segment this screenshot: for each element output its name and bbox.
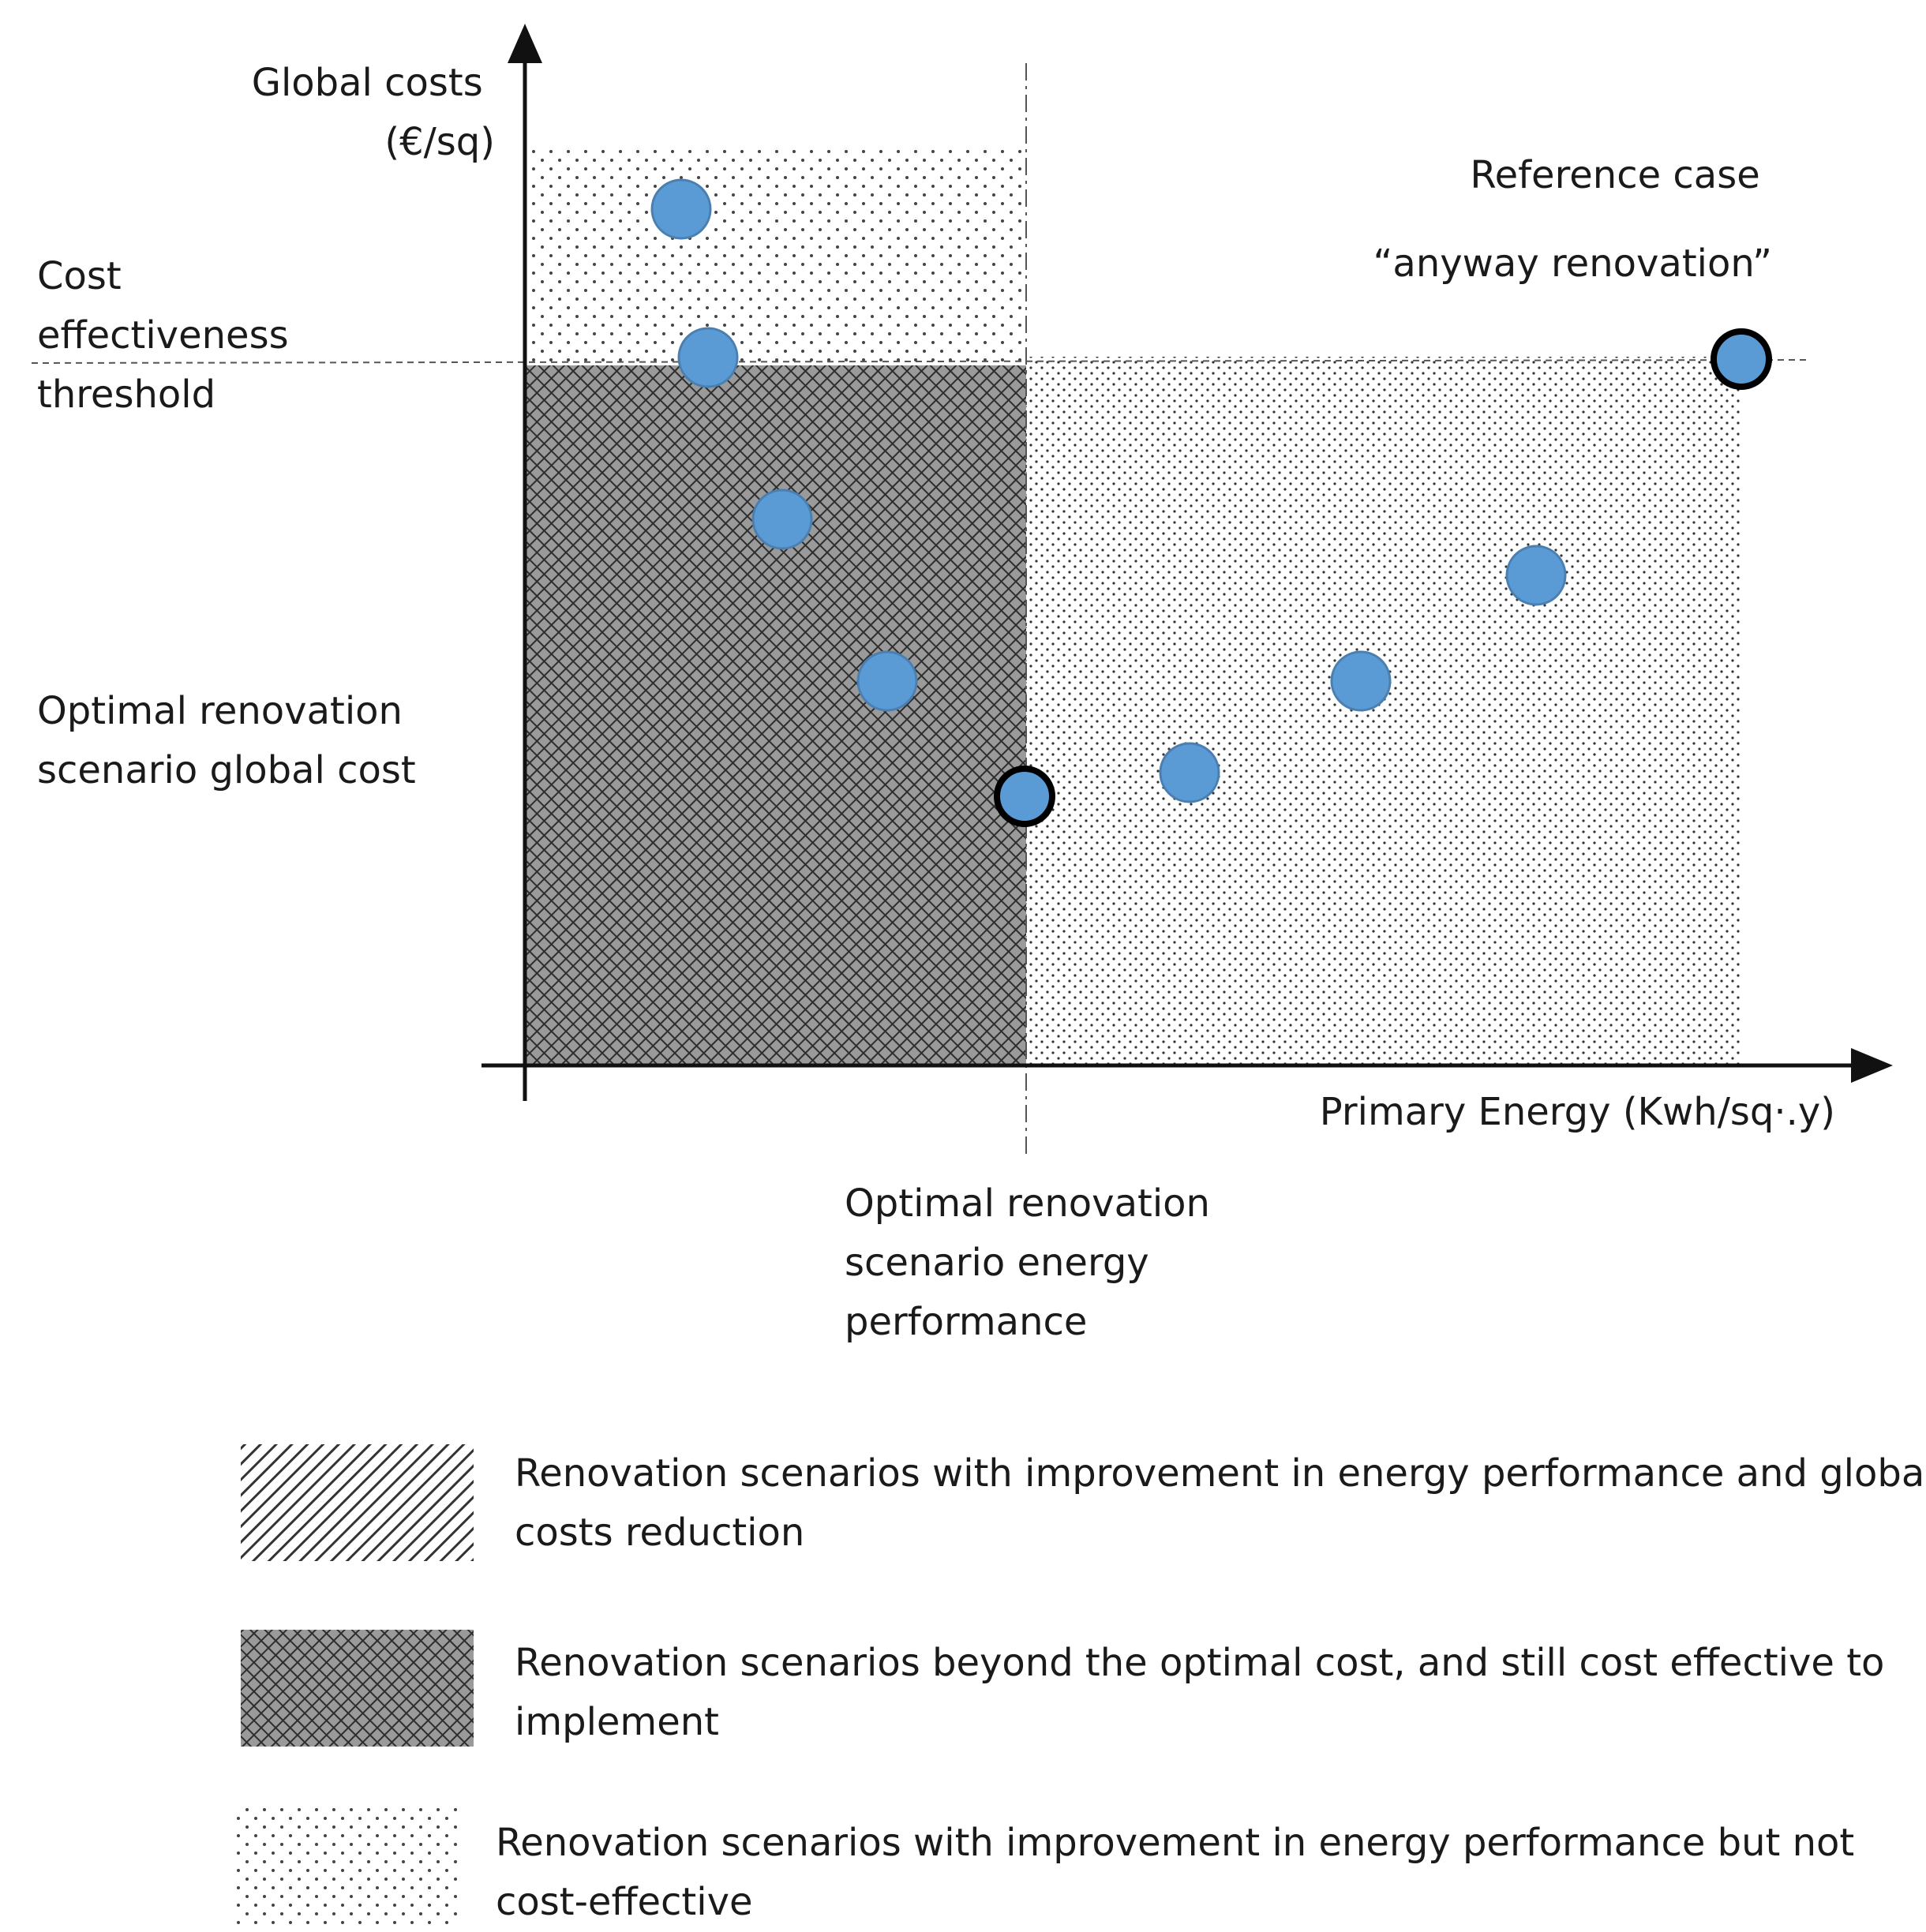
legend-item-1-line-1: Renovation scenarios with improvement in… bbox=[515, 1451, 1926, 1496]
legend-item-2-line-2: implement bbox=[515, 1700, 719, 1744]
scenario-point bbox=[856, 650, 918, 712]
region-beyond-optimal-cost-effective bbox=[525, 365, 1026, 1065]
optimal-scenario-point bbox=[994, 766, 1055, 827]
legend-swatch-dots bbox=[231, 1807, 460, 1926]
optimal-cost-label-line-1: Optimal renovation bbox=[37, 689, 403, 733]
optimal-energy-label-line-2: scenario energy bbox=[845, 1241, 1149, 1285]
optimal-energy-label: Optimal renovation scenario energy perfo… bbox=[845, 1181, 1222, 1344]
reference-case-label-line-2: “anyway renovation” bbox=[1373, 242, 1772, 286]
threshold-label-line-1: Cost bbox=[37, 254, 122, 298]
reference-case-label-line-1: Reference case bbox=[1470, 153, 1759, 197]
legend-item-3-line-2: cost-effective bbox=[496, 1880, 753, 1924]
legend-swatch-diagonal bbox=[241, 1444, 474, 1561]
optimal-cost-label-line-2: scenario global cost bbox=[37, 748, 416, 792]
y-axis-arrow bbox=[508, 24, 542, 63]
threshold-label: Cost effectiveness threshold bbox=[37, 254, 301, 417]
legend-item-3: Renovation scenarios with improvement in… bbox=[496, 1814, 1854, 1932]
scenario-point bbox=[1330, 650, 1392, 712]
region-not-cost-effective-top bbox=[525, 146, 1026, 365]
x-axis-arrow bbox=[1851, 1048, 1893, 1083]
legend-item-2-line-1: Renovation scenarios beyond the optimal … bbox=[515, 1641, 1885, 1685]
legend-item-3-line-1: Renovation scenarios with improvement in… bbox=[496, 1821, 1855, 1865]
legend-item-1-line-2: costs reduction bbox=[515, 1511, 805, 1555]
y-axis-label-line-2: (€/sq) bbox=[384, 120, 495, 164]
data-points bbox=[650, 178, 1772, 827]
y-axis-label: Global costs (€/sq) bbox=[252, 61, 495, 164]
scenario-point bbox=[1505, 545, 1567, 606]
scenario-point bbox=[1159, 742, 1220, 803]
legend-swatch-crosshatch bbox=[241, 1630, 474, 1747]
optimal-energy-label-line-3: performance bbox=[845, 1300, 1087, 1344]
legend-item-1: Renovation scenarios with improvement in… bbox=[515, 1444, 1926, 1563]
optimal-cost-label: Optimal renovation scenario global cost bbox=[37, 689, 416, 792]
x-axis-label: Primary Energy (Kwh/sq·.y) bbox=[1320, 1090, 1835, 1134]
y-axis-label-line-1: Global costs bbox=[252, 61, 483, 105]
scenario-point bbox=[677, 327, 739, 388]
legend-item-2: Renovation scenarios beyond the optimal … bbox=[515, 1634, 1884, 1752]
region-not-cost-effective-right bbox=[1026, 357, 1741, 1065]
reference-case-label: Reference case “anyway renovation” bbox=[1373, 153, 1772, 286]
threshold-label-line-2: effectiveness bbox=[37, 313, 289, 358]
scenario-point bbox=[751, 489, 813, 550]
optimal-energy-label-line-1: Optimal renovation bbox=[845, 1181, 1210, 1226]
scenario-point bbox=[650, 178, 712, 240]
cost-effectiveness-threshold-line bbox=[31, 359, 1808, 364]
reference-case-point bbox=[1711, 328, 1772, 390]
threshold-label-line-3: threshold bbox=[37, 373, 215, 417]
